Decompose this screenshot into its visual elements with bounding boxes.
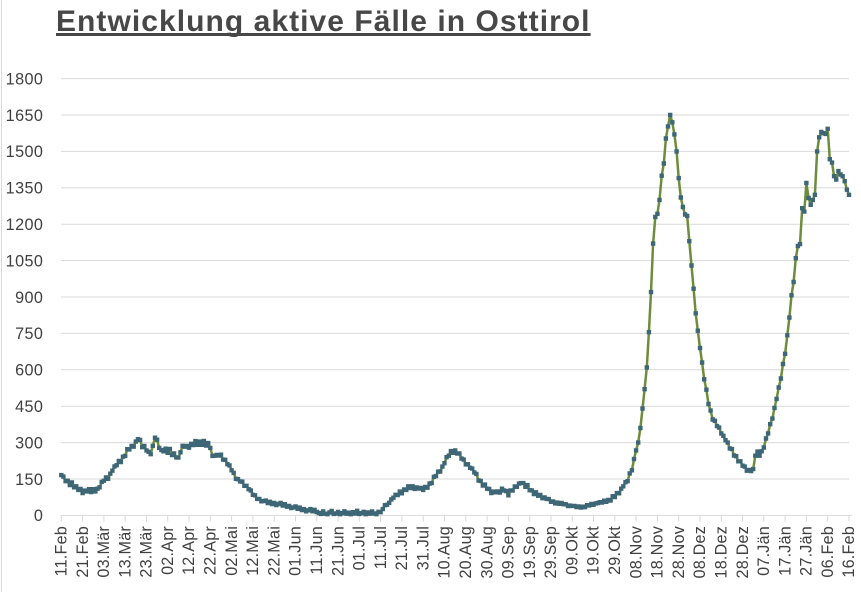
svg-text:31.Jul: 31.Jul — [414, 526, 432, 570]
svg-text:11.Feb: 11.Feb — [53, 526, 71, 576]
svg-text:23.Mär: 23.Mär — [138, 526, 156, 578]
svg-text:1800: 1800 — [6, 70, 44, 88]
svg-text:03.Mär: 03.Mär — [95, 526, 113, 578]
svg-text:600: 600 — [15, 362, 43, 380]
svg-text:300: 300 — [15, 434, 43, 452]
svg-text:12.Apr: 12.Apr — [180, 526, 198, 575]
svg-text:1050: 1050 — [6, 252, 44, 270]
svg-text:30.Aug: 30.Aug — [478, 526, 496, 579]
svg-text:12.Mai: 12.Mai — [244, 526, 262, 576]
svg-text:02.Apr: 02.Apr — [159, 526, 177, 575]
svg-text:22.Apr: 22.Apr — [202, 526, 220, 575]
svg-text:06.Feb: 06.Feb — [819, 526, 837, 578]
svg-text:11.Jul: 11.Jul — [372, 526, 390, 569]
svg-text:28.Nov: 28.Nov — [670, 525, 688, 578]
svg-text:02.Mai: 02.Mai — [223, 526, 241, 576]
svg-text:01.Jul: 01.Jul — [351, 526, 369, 570]
svg-text:19.Sep: 19.Sep — [521, 526, 539, 579]
svg-text:17.Jän: 17.Jän — [776, 526, 794, 576]
svg-text:150: 150 — [15, 471, 43, 489]
svg-text:16.Feb: 16.Feb — [840, 526, 858, 578]
svg-text:09.Sep: 09.Sep — [500, 526, 518, 579]
svg-text:27.Jän: 27.Jän — [798, 526, 816, 576]
svg-text:13.Mär: 13.Mär — [116, 526, 134, 578]
svg-text:1350: 1350 — [6, 180, 44, 198]
svg-text:09.Okt: 09.Okt — [563, 526, 581, 575]
svg-text:21.Jun: 21.Jun — [329, 526, 347, 576]
svg-text:21.Jul: 21.Jul — [393, 526, 411, 570]
svg-text:29.Okt: 29.Okt — [606, 526, 624, 575]
svg-text:18.Nov: 18.Nov — [649, 525, 667, 578]
svg-text:20.Aug: 20.Aug — [457, 526, 475, 579]
svg-text:1200: 1200 — [6, 216, 44, 234]
svg-text:29.Sep: 29.Sep — [542, 526, 560, 579]
svg-text:08.Dez: 08.Dez — [691, 526, 709, 579]
svg-text:28.Dez: 28.Dez — [734, 526, 752, 579]
svg-text:900: 900 — [15, 289, 43, 307]
svg-text:11.Jun: 11.Jun — [308, 526, 326, 575]
svg-text:21.Feb: 21.Feb — [74, 526, 92, 578]
svg-text:0: 0 — [34, 507, 43, 525]
svg-text:1650: 1650 — [6, 107, 44, 125]
svg-text:22.Mai: 22.Mai — [265, 526, 283, 576]
svg-text:19.Okt: 19.Okt — [585, 526, 603, 575]
svg-text:1500: 1500 — [6, 143, 44, 161]
svg-text:01.Jun: 01.Jun — [287, 526, 305, 576]
svg-text:750: 750 — [15, 325, 43, 343]
svg-text:10.Aug: 10.Aug — [436, 526, 454, 579]
svg-text:18.Dez: 18.Dez — [713, 526, 731, 579]
svg-text:07.Jän: 07.Jän — [755, 526, 773, 576]
svg-text:08.Nov: 08.Nov — [627, 525, 645, 578]
svg-text:450: 450 — [15, 398, 43, 416]
